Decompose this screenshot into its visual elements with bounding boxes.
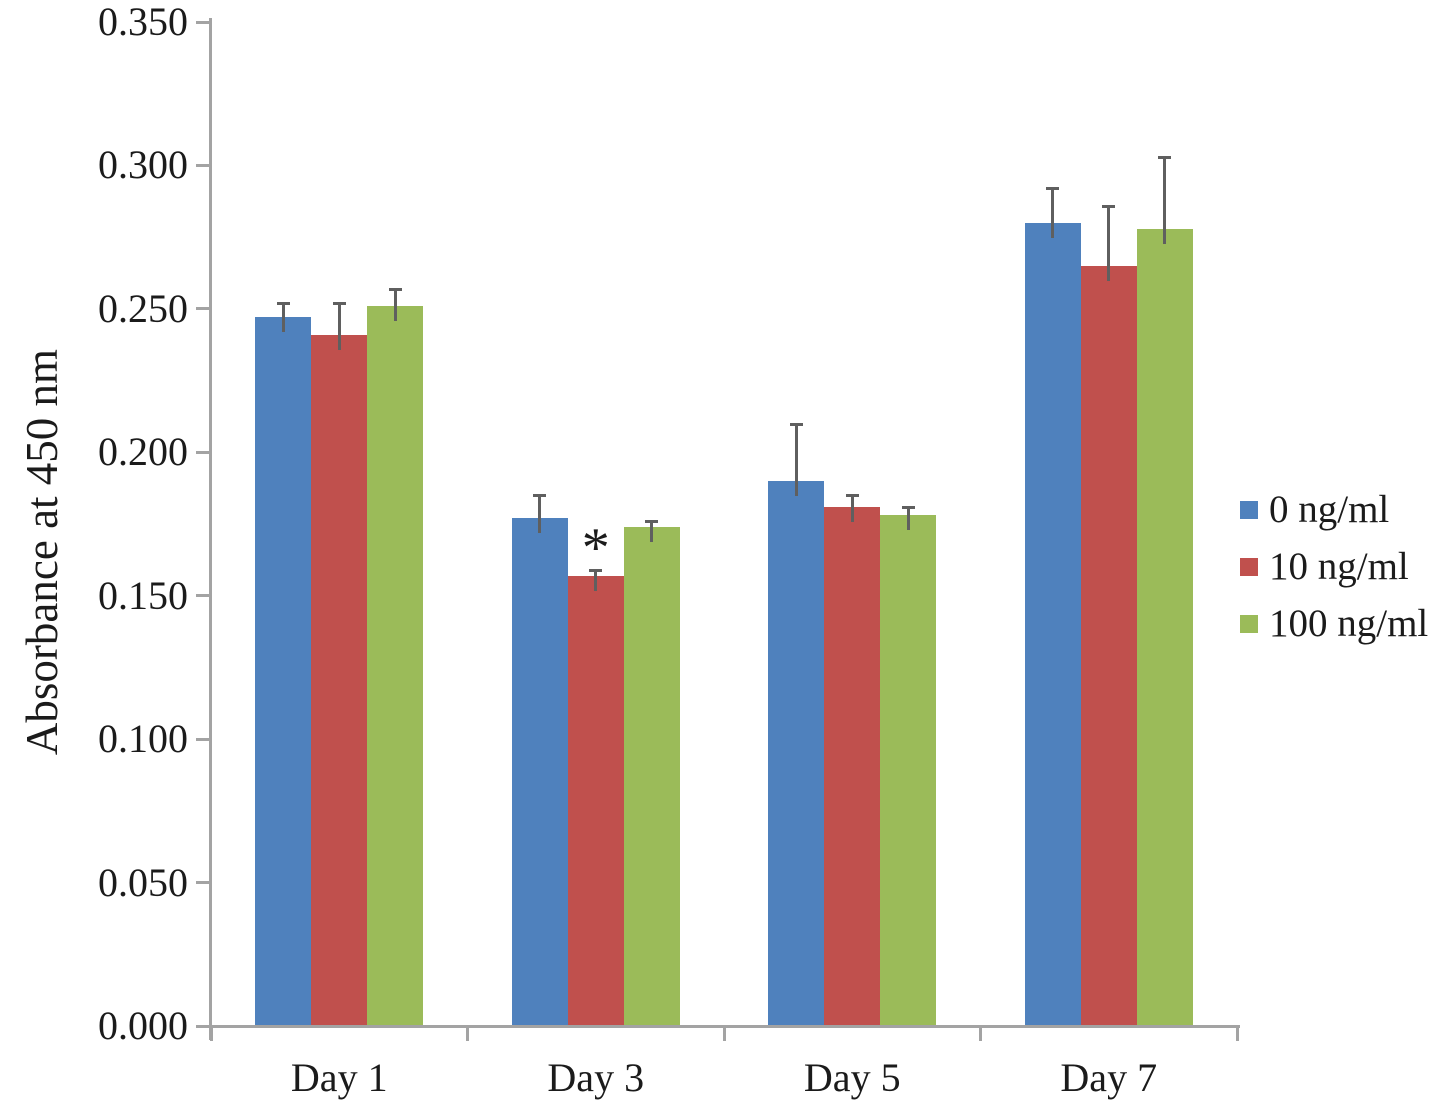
error-bar-cap (1046, 187, 1060, 191)
y-tick (196, 594, 209, 598)
legend-swatch-icon (1240, 614, 1258, 633)
y-tick (196, 737, 209, 741)
x-tick (1235, 1026, 1239, 1041)
significance-asterisk: * (581, 516, 610, 579)
x-category-label: Day 7 (1060, 1055, 1158, 1100)
x-category-label: Day 3 (547, 1055, 645, 1100)
legend-label: 0 ng/ml (1269, 488, 1390, 531)
bar-day1-100ngml (367, 305, 424, 1026)
error-bar-cap (845, 494, 859, 498)
x-tick (722, 1026, 726, 1041)
bar-day5-100ngml (880, 515, 937, 1026)
y-tick (196, 163, 209, 167)
error-bar-whisker (850, 495, 854, 522)
error-bar-cap (645, 520, 659, 524)
bar-day5-10ngml (824, 506, 881, 1026)
y-tick (196, 20, 209, 24)
y-tick-label: 0.250 (98, 285, 188, 331)
bar-day3-0ngml (511, 518, 568, 1026)
error-bar-cap (332, 302, 346, 306)
legend: 0 ng/ml 10 ng/ml 100 ng/ml (1240, 481, 1428, 652)
error-bar-cap (1102, 204, 1116, 208)
error-bar-whisker (337, 303, 341, 350)
error-bar-whisker (538, 495, 542, 534)
y-tick (196, 1024, 209, 1028)
legend-item: 10 ng/ml (1240, 538, 1428, 595)
y-tick-label: 0.100 (98, 716, 188, 762)
x-category-label: Day 1 (290, 1055, 388, 1100)
legend-swatch-icon (1240, 500, 1258, 519)
error-bar-whisker (650, 521, 654, 542)
error-bar-cap (789, 422, 803, 426)
error-bar-whisker (594, 569, 598, 591)
legend-swatch-icon (1240, 557, 1258, 576)
error-bar-cap (533, 494, 547, 498)
error-bar-cap (388, 287, 402, 291)
bar-day1-0ngml (255, 317, 312, 1026)
bar-day5-0ngml (768, 480, 825, 1026)
error-bar-whisker (1051, 188, 1055, 238)
y-tick-label: 0.350 (98, 0, 188, 44)
bar-day7-0ngml (1024, 222, 1081, 1026)
y-tick-label: 0.050 (98, 859, 188, 905)
x-tick (466, 1026, 469, 1041)
y-tick (196, 307, 209, 311)
bar-day1-10ngml (311, 334, 368, 1026)
y-axis-line (209, 18, 212, 1040)
bar-day3-100ngml (623, 526, 680, 1026)
legend-label: 100 ng/ml (1269, 602, 1429, 645)
bar-day3-10ngml (567, 575, 624, 1026)
x-tick (209, 1026, 213, 1041)
error-bar-whisker (1163, 156, 1167, 244)
y-tick-label: 0.150 (98, 572, 188, 618)
error-bar-whisker (281, 303, 285, 333)
error-bar-cap (589, 568, 603, 572)
legend-item: 0 ng/ml (1240, 481, 1428, 538)
y-tick-label: 0.000 (98, 1003, 188, 1048)
error-bar-cap (276, 302, 290, 306)
x-category-label: Day 5 (803, 1055, 901, 1100)
y-tick (196, 450, 209, 454)
y-tick (196, 881, 209, 885)
y-tick-label: 0.300 (98, 142, 188, 188)
error-bar-whisker (1107, 205, 1111, 281)
x-tick (979, 1026, 982, 1041)
y-tick-label: 0.200 (98, 429, 188, 475)
error-bar-whisker (794, 423, 798, 496)
error-bar-cap (901, 505, 915, 509)
legend-label: 10 ng/ml (1269, 545, 1409, 588)
error-bar-whisker (906, 506, 910, 531)
error-bar-cap (1158, 155, 1172, 159)
bar-day7-100ngml (1136, 228, 1193, 1026)
bar-day7-10ngml (1080, 265, 1137, 1026)
error-bar-whisker (393, 288, 397, 321)
legend-item: 100 ng/ml (1240, 595, 1428, 652)
